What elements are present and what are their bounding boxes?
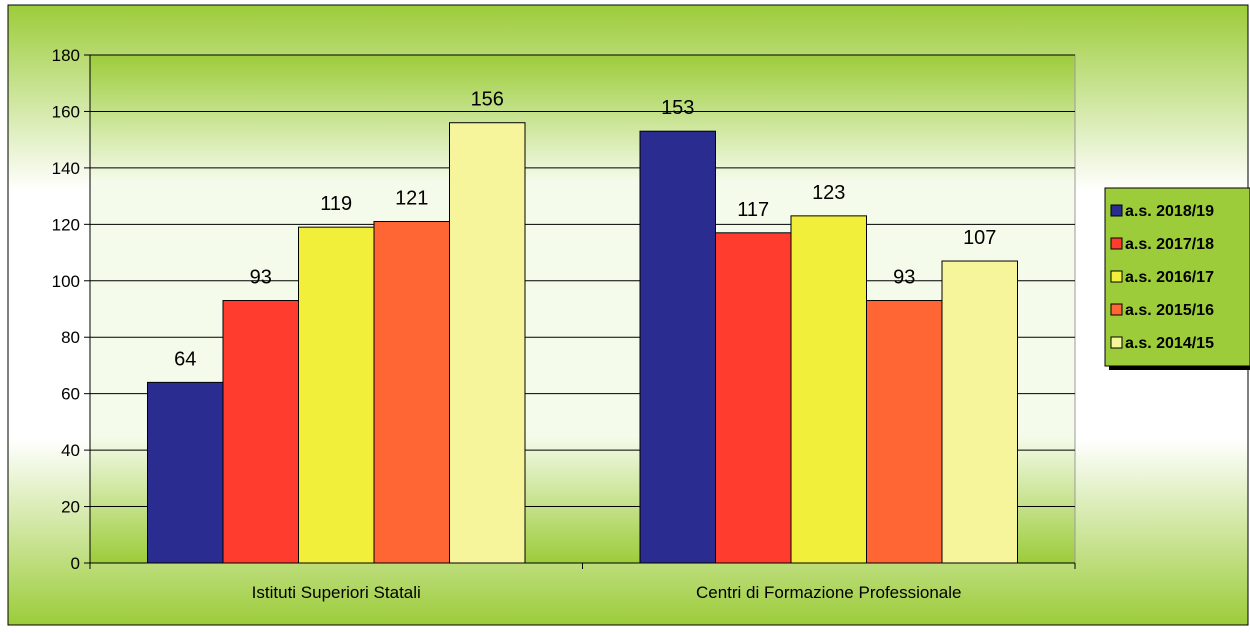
y-tick-label: 80 xyxy=(61,328,80,347)
data-label: 156 xyxy=(471,89,504,111)
legend-swatch xyxy=(1110,303,1123,316)
legend-box xyxy=(1104,187,1250,367)
legend: a.s. 2018/19 a.s. 2017/18 a.s. 2016/17 a.s.… xyxy=(1104,187,1250,370)
legend-swatch xyxy=(1110,237,1123,250)
legend-swatch xyxy=(1110,336,1123,349)
y-tick-label: 100 xyxy=(52,272,80,291)
data-label: 64 xyxy=(174,348,196,370)
legend-label: a.s. 2018/19 xyxy=(1125,203,1214,220)
legend-label: a.s. 2015/16 xyxy=(1125,302,1214,319)
y-tick-label: 140 xyxy=(52,159,80,178)
y-tick-label: 0 xyxy=(71,554,80,573)
y-tick-label: 40 xyxy=(61,441,80,460)
bar xyxy=(449,122,526,564)
data-label: 119 xyxy=(320,193,352,215)
data-label: 93 xyxy=(893,267,915,289)
legend-swatch xyxy=(1110,204,1123,217)
bar xyxy=(941,260,1018,564)
bar xyxy=(147,381,224,564)
data-label: 153 xyxy=(661,97,694,119)
y-tick-label: 120 xyxy=(52,215,80,234)
bar xyxy=(298,226,375,564)
y-tick-label: 180 xyxy=(52,46,80,65)
data-label: 121 xyxy=(395,188,428,210)
data-label: 117 xyxy=(737,199,769,221)
bars: 64 93 119 121 156 153 117 123 93 107 xyxy=(147,89,1018,564)
bar xyxy=(866,300,943,564)
y-tick-label: 60 xyxy=(61,385,80,404)
y-tick-label: 20 xyxy=(61,498,80,517)
bar xyxy=(639,130,716,564)
legend-label: a.s. 2014/15 xyxy=(1125,335,1214,352)
bar xyxy=(222,300,299,564)
bar xyxy=(373,221,450,564)
x-category-label: Centri di Formazione Professionale xyxy=(696,583,962,602)
data-label: 93 xyxy=(250,267,272,289)
y-tick-label: 160 xyxy=(52,102,80,121)
legend-label: a.s. 2016/17 xyxy=(1125,269,1214,286)
legend-swatch xyxy=(1110,270,1123,283)
bar xyxy=(715,232,792,564)
x-category-label: Istituti Superiori Statali xyxy=(252,583,421,602)
bar xyxy=(790,215,867,564)
legend-label: a.s. 2017/18 xyxy=(1125,236,1214,253)
axes: 0 20 40 60 80 100 120 140 160 180 Istituti Superio… xyxy=(52,46,1076,602)
data-label: 123 xyxy=(812,182,845,204)
data-label: 107 xyxy=(963,227,996,249)
